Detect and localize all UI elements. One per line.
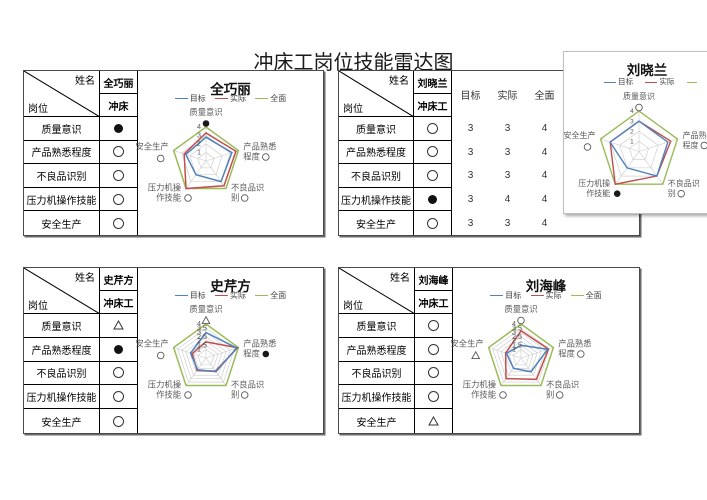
svg-text:产品熟悉: 产品熟悉 [243, 142, 276, 152]
svg-text:作技能: 作技能 [156, 390, 181, 400]
svg-text:3: 3 [630, 118, 634, 125]
svg-text:压力机操: 压力机操 [463, 380, 497, 390]
svg-text:作技能: 作技能 [471, 390, 496, 400]
svg-text:安全生产: 安全生产 [564, 130, 596, 140]
svg-text:压力机操: 压力机操 [148, 183, 182, 193]
svg-text:压力机操: 压力机操 [578, 178, 610, 188]
svg-text:压力机操: 压力机操 [148, 380, 182, 390]
svg-text:别: 别 [231, 390, 239, 400]
svg-text:别: 别 [668, 189, 676, 198]
svg-text:2: 2 [197, 139, 201, 148]
svg-text:1: 1 [630, 139, 634, 146]
svg-text:不良品识: 不良品识 [546, 380, 579, 390]
svg-text:不良品识: 不良品识 [231, 380, 264, 390]
svg-text:2: 2 [630, 129, 634, 136]
svg-text:程度: 程度 [558, 349, 575, 359]
svg-text:质量意识: 质量意识 [189, 304, 222, 314]
svg-text:作技能: 作技能 [586, 188, 610, 198]
svg-text:4: 4 [512, 319, 516, 328]
svg-text:质量意识: 质量意识 [623, 91, 655, 101]
svg-text:不良品识: 不良品识 [668, 178, 700, 188]
svg-text:不良品识: 不良品识 [231, 183, 264, 193]
svg-text:安全生产: 安全生产 [450, 339, 483, 349]
svg-text:别: 别 [546, 390, 554, 400]
svg-text:4: 4 [197, 122, 201, 131]
svg-text:产品熟悉: 产品熟悉 [683, 130, 707, 140]
svg-text:安全生产: 安全生产 [135, 339, 168, 349]
svg-text:程度: 程度 [243, 152, 260, 162]
svg-text:程度: 程度 [243, 349, 260, 359]
svg-text:程度: 程度 [683, 140, 699, 150]
svg-text:作技能: 作技能 [156, 193, 181, 203]
svg-text:产品熟悉: 产品熟悉 [243, 339, 276, 349]
svg-text:质量意识: 质量意识 [189, 107, 222, 117]
svg-text:质量意识: 质量意识 [504, 304, 537, 314]
svg-text:安全生产: 安全生产 [135, 142, 168, 152]
svg-text:产品熟悉: 产品熟悉 [558, 339, 591, 349]
svg-text:4: 4 [630, 108, 634, 115]
svg-text:别: 别 [231, 193, 239, 203]
svg-text:1: 1 [197, 148, 201, 157]
svg-text:3: 3 [197, 131, 201, 140]
svg-text:4: 4 [197, 319, 201, 328]
